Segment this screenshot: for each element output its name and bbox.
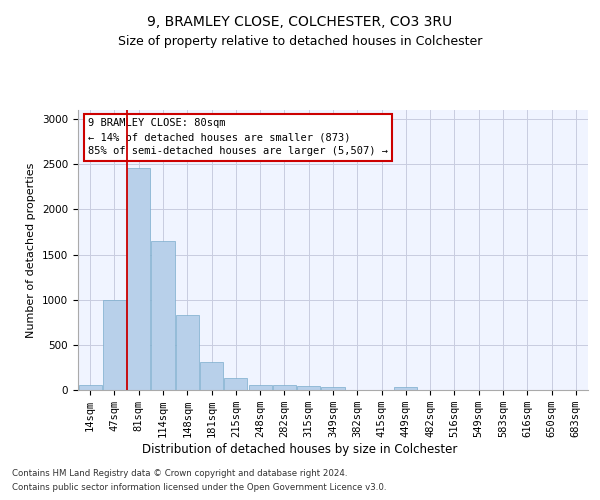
- Bar: [151, 241, 175, 390]
- Bar: [127, 168, 150, 390]
- Text: Contains public sector information licensed under the Open Government Licence v3: Contains public sector information licen…: [12, 484, 386, 492]
- Text: 9, BRAMLEY CLOSE, COLCHESTER, CO3 3RU: 9, BRAMLEY CLOSE, COLCHESTER, CO3 3RU: [148, 15, 452, 29]
- Bar: [79, 384, 101, 390]
- Text: Distribution of detached houses by size in Colchester: Distribution of detached houses by size …: [142, 442, 458, 456]
- Bar: [103, 300, 126, 390]
- Bar: [224, 378, 247, 390]
- Text: Size of property relative to detached houses in Colchester: Size of property relative to detached ho…: [118, 35, 482, 48]
- Text: 9 BRAMLEY CLOSE: 80sqm
← 14% of detached houses are smaller (873)
85% of semi-de: 9 BRAMLEY CLOSE: 80sqm ← 14% of detached…: [88, 118, 388, 156]
- Bar: [297, 386, 320, 390]
- Bar: [322, 388, 344, 390]
- Bar: [176, 315, 199, 390]
- Bar: [273, 386, 296, 390]
- Text: Contains HM Land Registry data © Crown copyright and database right 2024.: Contains HM Land Registry data © Crown c…: [12, 468, 347, 477]
- Bar: [394, 388, 418, 390]
- Bar: [200, 362, 223, 390]
- Bar: [248, 385, 272, 390]
- Y-axis label: Number of detached properties: Number of detached properties: [26, 162, 37, 338]
